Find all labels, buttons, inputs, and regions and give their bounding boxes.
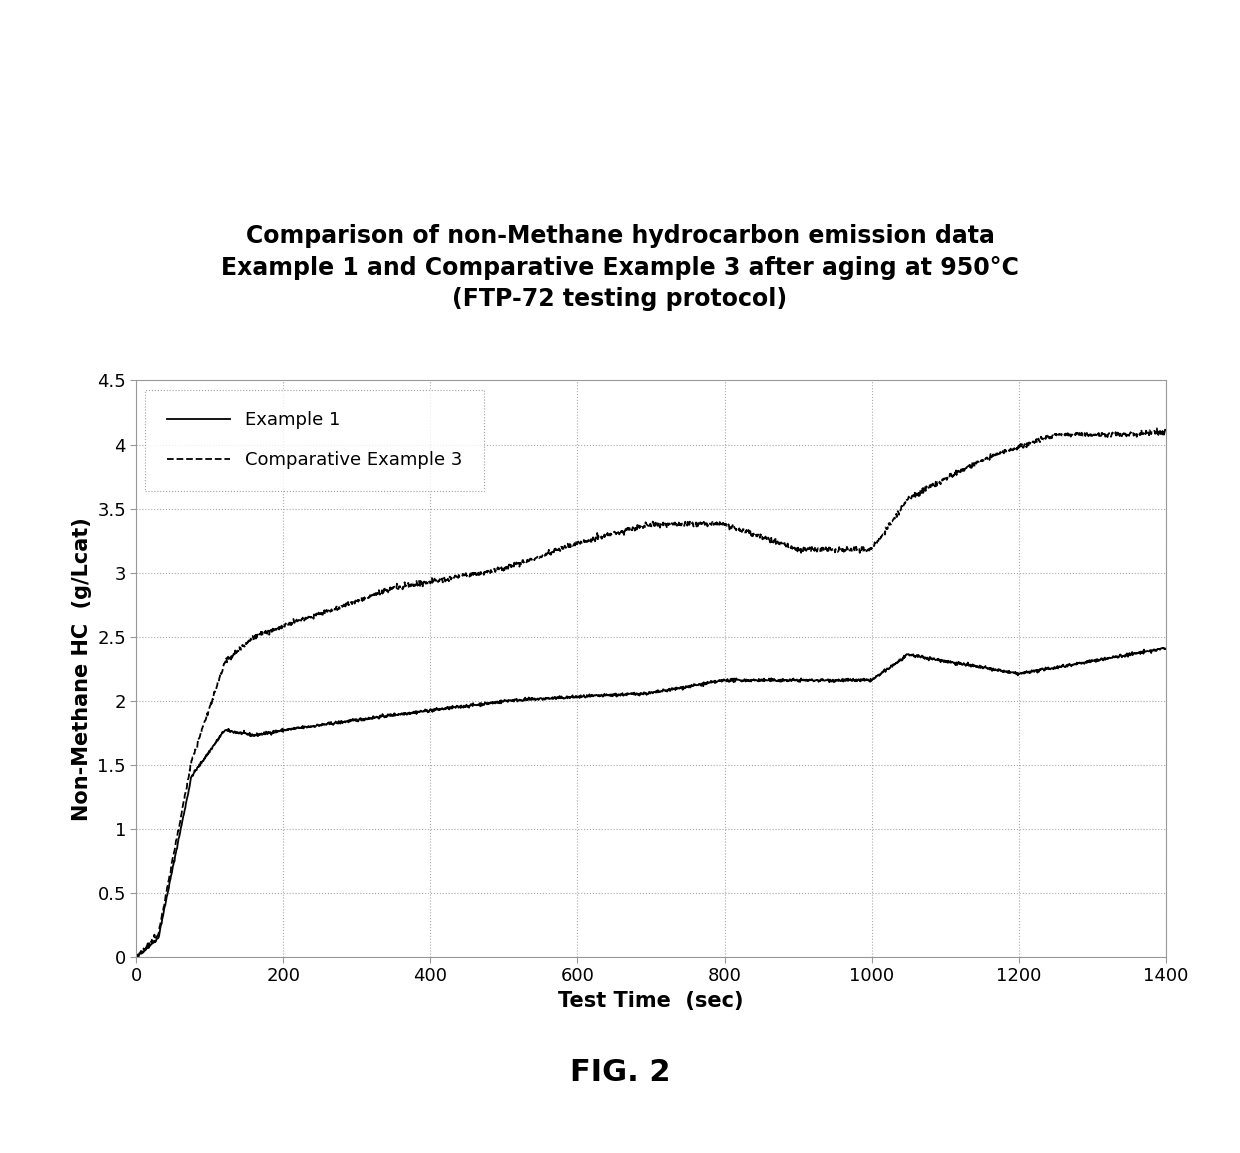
- Comparative Example 3: [603, 526, 618, 540]
- Comparative Example 3: [1128, 425, 1143, 439]
- Example 1: [129, 950, 144, 964]
- Example 1: [1128, 646, 1143, 660]
- Example 1: [940, 655, 955, 669]
- Example 1: [603, 687, 618, 701]
- X-axis label: Test Time  (sec): Test Time (sec): [558, 990, 744, 1011]
- Comparative Example 3: [181, 769, 196, 783]
- Example 1: [630, 687, 645, 701]
- Y-axis label: Non-Methane HC  (g/Lcat): Non-Methane HC (g/Lcat): [72, 517, 92, 821]
- Legend: Example 1, Comparative Example 3: Example 1, Comparative Example 3: [145, 390, 484, 490]
- Line: Example 1: Example 1: [136, 648, 1166, 957]
- Example 1: [129, 950, 144, 964]
- Example 1: [182, 781, 197, 794]
- Comparative Example 3: [1149, 421, 1164, 435]
- Example 1: [1156, 641, 1171, 655]
- Comparative Example 3: [630, 522, 645, 536]
- Comparative Example 3: [1128, 427, 1143, 440]
- Comparative Example 3: [1158, 424, 1173, 438]
- Text: Comparison of non-Methane hydrocarbon emission data
Example 1 and Comparative Ex: Comparison of non-Methane hydrocarbon em…: [221, 224, 1019, 311]
- Comparative Example 3: [940, 473, 955, 487]
- Example 1: [1128, 647, 1143, 661]
- Line: Comparative Example 3: Comparative Example 3: [136, 428, 1166, 957]
- Example 1: [1158, 642, 1173, 656]
- Text: FIG. 2: FIG. 2: [569, 1057, 671, 1087]
- Comparative Example 3: [129, 950, 144, 964]
